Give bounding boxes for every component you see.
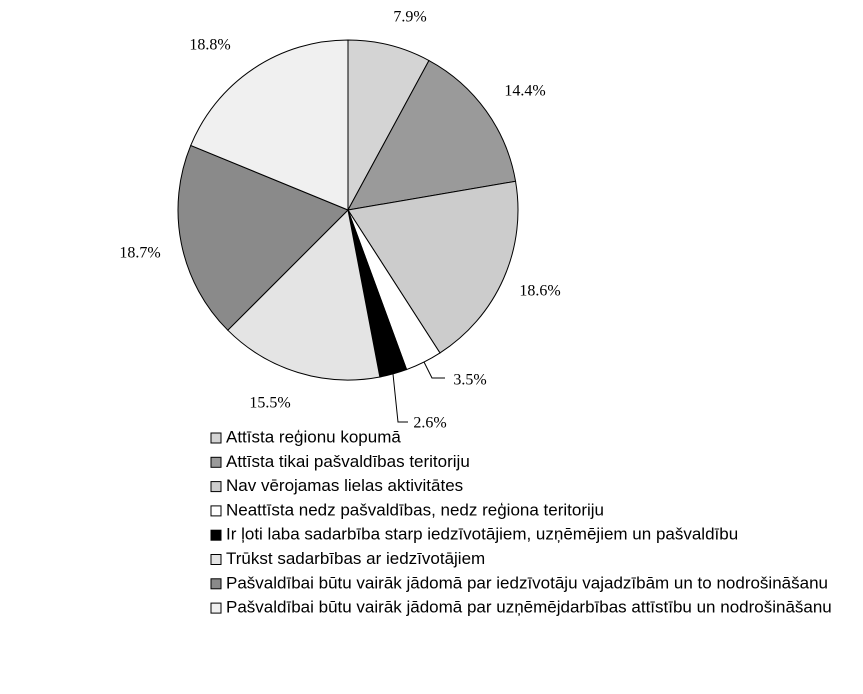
data-label: 7.9% [393,9,426,26]
legend-label: Nav vērojamas lielas aktivitātes [226,476,463,495]
legend-label: Attīsta tikai pašvaldības teritoriju [226,452,470,471]
data-label: 18.7% [119,245,160,262]
legend-swatch [210,481,222,493]
legend-swatch [210,432,222,444]
legend-label: Attīsta reģionu kopumā [226,427,401,446]
pie-slice [190,39,349,211]
legend-swatch [210,505,222,517]
legend-swatch [210,529,222,541]
legend-swatch [210,554,222,565]
pie-slice [347,180,519,354]
legend-label: Ir ļoti laba sadarbība starp iedzīvotāji… [226,525,738,544]
pie-slice [347,59,517,211]
legend-label: Neattīsta nedz pašvaldības, nedz reģiona… [226,500,604,519]
data-label: 2.6% [413,415,446,432]
pie-slice [177,144,349,331]
data-label: 18.6% [519,283,560,300]
data-label: 3.5% [453,372,486,389]
pie-slice [227,208,381,381]
legend-label: Pašvaldībai būtu vairāk jādomā par iedzī… [226,573,828,592]
leader-line [423,361,445,379]
data-label: 18.8% [189,37,230,54]
legend-swatch [210,578,222,590]
legend-label: Pašvaldībai būtu vairāk jādomā par uzņēm… [226,598,832,617]
legend-swatch [210,602,222,614]
data-label: 14.4% [504,83,545,100]
data-label: 15.5% [249,395,290,412]
leader-line [392,373,408,423]
legend-label: Trūkst sadarbības ar iedzīvotājiem [226,549,485,568]
legend-swatch [210,456,222,468]
